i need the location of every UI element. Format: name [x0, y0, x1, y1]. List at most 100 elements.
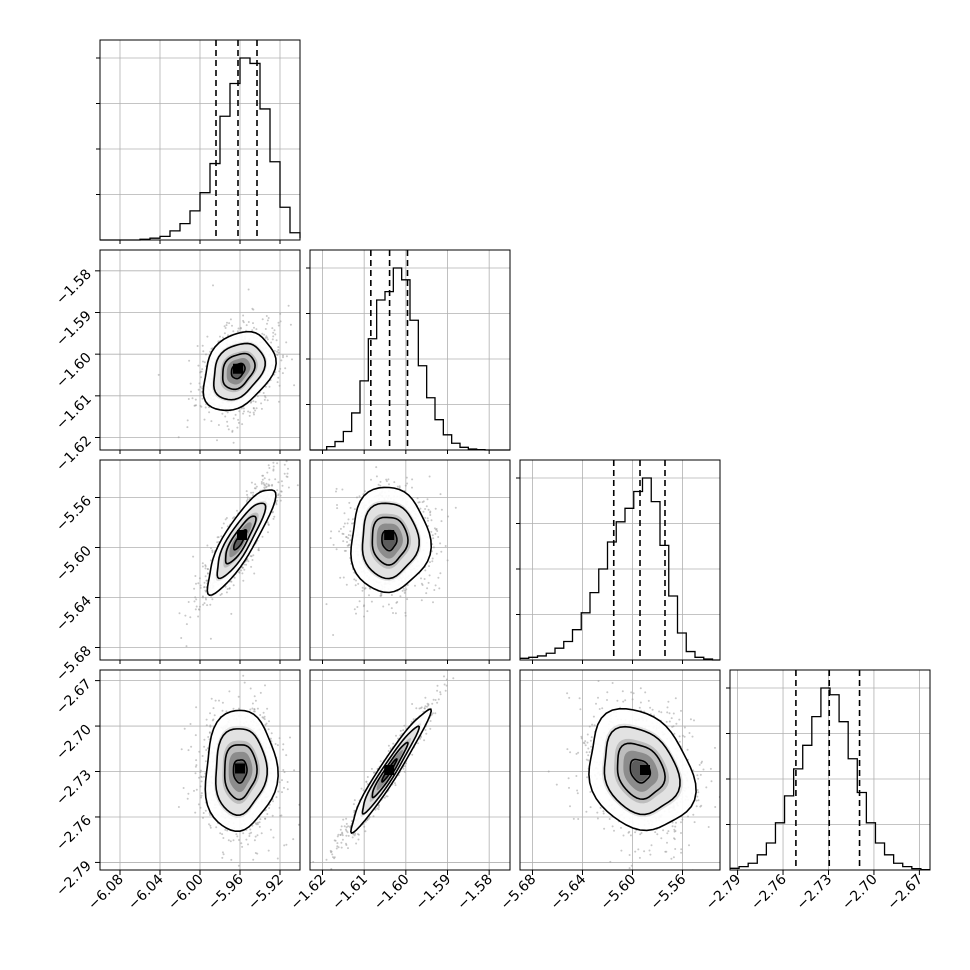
sample-point: [286, 475, 289, 478]
sample-point: [388, 483, 390, 486]
sample-point: [266, 521, 269, 524]
sample-point: [424, 508, 427, 510]
sample-point: [198, 577, 201, 580]
contour-line-2: [212, 342, 266, 401]
sample-point: [210, 596, 213, 599]
sample-point: [250, 481, 253, 484]
panel-content: [100, 250, 300, 450]
sample-point: [266, 336, 269, 339]
sample-point: [200, 370, 203, 373]
contour-line-4: [230, 362, 246, 380]
sample-point: [248, 414, 251, 417]
sample-point: [273, 329, 276, 332]
sample-point: [276, 462, 279, 465]
sample-point: [257, 548, 260, 551]
sample-point: [224, 327, 227, 329]
sample-point: [197, 364, 200, 367]
sample-point: [200, 405, 203, 408]
sample-point: [426, 517, 429, 520]
sample-point: [347, 518, 350, 521]
sample-point: [227, 428, 230, 431]
sample-point: [402, 587, 405, 590]
sample-point: [387, 603, 390, 606]
sample-point: [266, 322, 268, 325]
sample-point: [394, 612, 397, 615]
sample-point: [194, 398, 197, 401]
sample-point: [224, 828, 227, 831]
scatter-panel-3-2: [309, 459, 511, 661]
sample-point: [274, 743, 277, 745]
sample-point: [420, 599, 423, 602]
sample-point: [278, 384, 281, 387]
sample-point: [380, 594, 383, 597]
sample-point: [203, 586, 206, 588]
sample-point: [422, 500, 425, 503]
sample-point: [330, 530, 333, 533]
sample-point: [335, 548, 338, 551]
sample-point: [354, 584, 357, 587]
sample-point: [260, 407, 263, 410]
sample-point: [250, 400, 253, 403]
panel-frame: [309, 249, 511, 451]
sample-point: [425, 505, 428, 508]
sample-point: [209, 559, 212, 562]
sample-point: [271, 483, 274, 486]
sample-point: [221, 709, 224, 712]
sample-point: [258, 821, 261, 824]
sample-point: [211, 551, 214, 554]
sample-point: [277, 494, 280, 497]
sample-point: [375, 466, 378, 469]
sample-point: [366, 610, 369, 613]
sample-point: [272, 461, 275, 464]
sample-point: [261, 318, 264, 321]
scatter-panel-2-1: [99, 249, 301, 451]
sample-point: [424, 516, 427, 519]
sample-point: [267, 728, 270, 731]
sample-point: [252, 411, 255, 414]
sample-point: [437, 576, 440, 579]
sample-point: [238, 839, 240, 841]
sample-point: [279, 494, 282, 497]
sample-point: [226, 411, 229, 414]
sample-point: [271, 338, 274, 341]
sample-point: [232, 330, 235, 333]
sample-point: [387, 478, 390, 481]
sample-point: [293, 384, 296, 387]
sample-point: [342, 576, 345, 579]
sample-point: [281, 372, 284, 375]
sample-point: [382, 605, 385, 608]
sample-point: [336, 507, 339, 510]
sample-point: [416, 497, 419, 500]
sample-point: [274, 371, 277, 374]
sample-point: [228, 587, 231, 590]
histogram-step: [100, 57, 301, 241]
sample-point: [406, 482, 409, 485]
sample-point: [267, 464, 270, 467]
sample-point: [368, 594, 370, 597]
sample-point: [348, 501, 351, 504]
sample-point: [279, 367, 282, 370]
sample-point: [216, 439, 218, 442]
sample-point: [223, 325, 226, 328]
sample-point: [201, 344, 204, 347]
sample-point: [278, 370, 281, 373]
sample-point: [243, 563, 246, 566]
sample-point: [247, 560, 250, 563]
sample-point: [257, 547, 260, 549]
sample-point: [277, 324, 280, 327]
sample-point: [226, 525, 229, 528]
sample-point: [276, 381, 279, 384]
sample-point: [267, 531, 269, 534]
sample-point: [234, 413, 237, 416]
sample-point: [251, 824, 254, 827]
sample-point: [411, 486, 413, 489]
contour-line-1: [350, 486, 433, 594]
sample-point: [272, 517, 275, 520]
sample-point: [242, 579, 245, 582]
sample-point: [239, 327, 242, 330]
sample-point: [439, 542, 442, 545]
sample-point: [351, 518, 354, 521]
sample-point: [238, 410, 241, 413]
sample-point: [205, 718, 208, 721]
